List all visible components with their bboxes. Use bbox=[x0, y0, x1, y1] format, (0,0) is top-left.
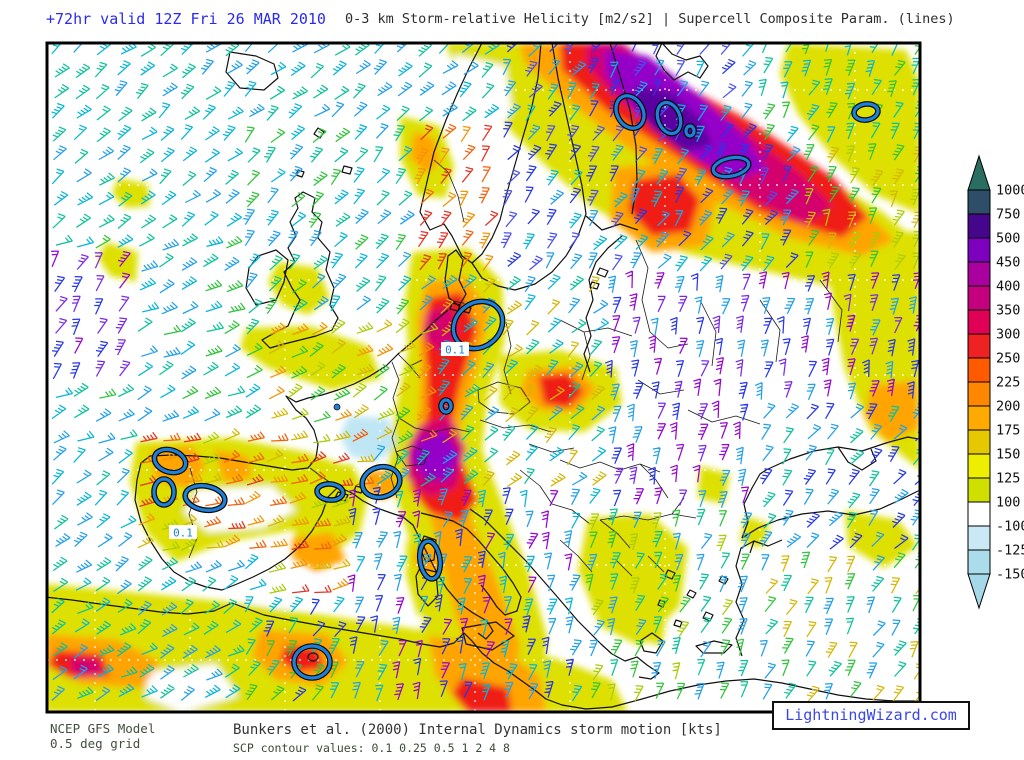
scp-contour-note: SCP contour values: 0.1 0.25 0.5 1 2 4 8 bbox=[233, 741, 510, 755]
graticule bbox=[47, 43, 920, 712]
colorbar-tick-label: 200 bbox=[996, 399, 1020, 415]
model-grid: 0.5 deg grid bbox=[50, 736, 141, 751]
model-name: NCEP GFS Model bbox=[50, 721, 156, 736]
model-info: NCEP GFS Model 0.5 deg grid bbox=[50, 721, 155, 751]
svg-text:0.1: 0.1 bbox=[173, 527, 193, 540]
contour-label: 0.1 bbox=[169, 525, 197, 540]
colorbar-tick-label: -150 bbox=[996, 567, 1024, 583]
scp-contour-layer bbox=[151, 92, 881, 681]
colorbar-tick-label: 400 bbox=[996, 279, 1020, 295]
storm-motion-note: Bunkers et al. (2000) Internal Dynamics … bbox=[233, 722, 722, 738]
colorbar-tick-label: 450 bbox=[996, 255, 1020, 271]
colorbar-tick-label: 1000 bbox=[996, 183, 1024, 199]
colorbar-tick-label: -100 bbox=[996, 519, 1024, 535]
colorbar-tick-label: 300 bbox=[996, 327, 1020, 343]
map-content: 0.1 0.1 bbox=[47, 43, 920, 712]
colorbar-tick-label: -125 bbox=[996, 543, 1024, 559]
colorbar-tick-label: 125 bbox=[996, 471, 1020, 487]
colorbar-tick-label: 500 bbox=[996, 231, 1020, 247]
colorbar-tick-label: 225 bbox=[996, 375, 1020, 391]
wind-barbs-layer bbox=[51, 43, 920, 702]
page-title: 0-3 km Storm-relative Helicity [m2/s2] |… bbox=[345, 11, 955, 27]
forecast-valid-time: +72hr valid 12Z Fri 26 MAR 2010 bbox=[46, 10, 326, 28]
colorbar-tick-label: 750 bbox=[996, 207, 1020, 223]
colorbar: 1000 750 500 450 400 350 300 250 225 200 175 150 125… bbox=[967, 154, 1024, 610]
map-frame bbox=[45, 41, 922, 714]
contour-label: 0.1 bbox=[441, 342, 469, 357]
watermark-link[interactable]: LightningWizard.com bbox=[772, 701, 970, 730]
colorbar-tick-label: 175 bbox=[996, 423, 1020, 439]
colorbar-tick-label: 100 bbox=[996, 495, 1020, 511]
colorbar-tick-label: 150 bbox=[996, 447, 1020, 463]
svg-text:0.1: 0.1 bbox=[445, 344, 465, 357]
colorbar-tick-label: 250 bbox=[996, 351, 1020, 367]
colorbar-tick-label: 350 bbox=[996, 303, 1020, 319]
